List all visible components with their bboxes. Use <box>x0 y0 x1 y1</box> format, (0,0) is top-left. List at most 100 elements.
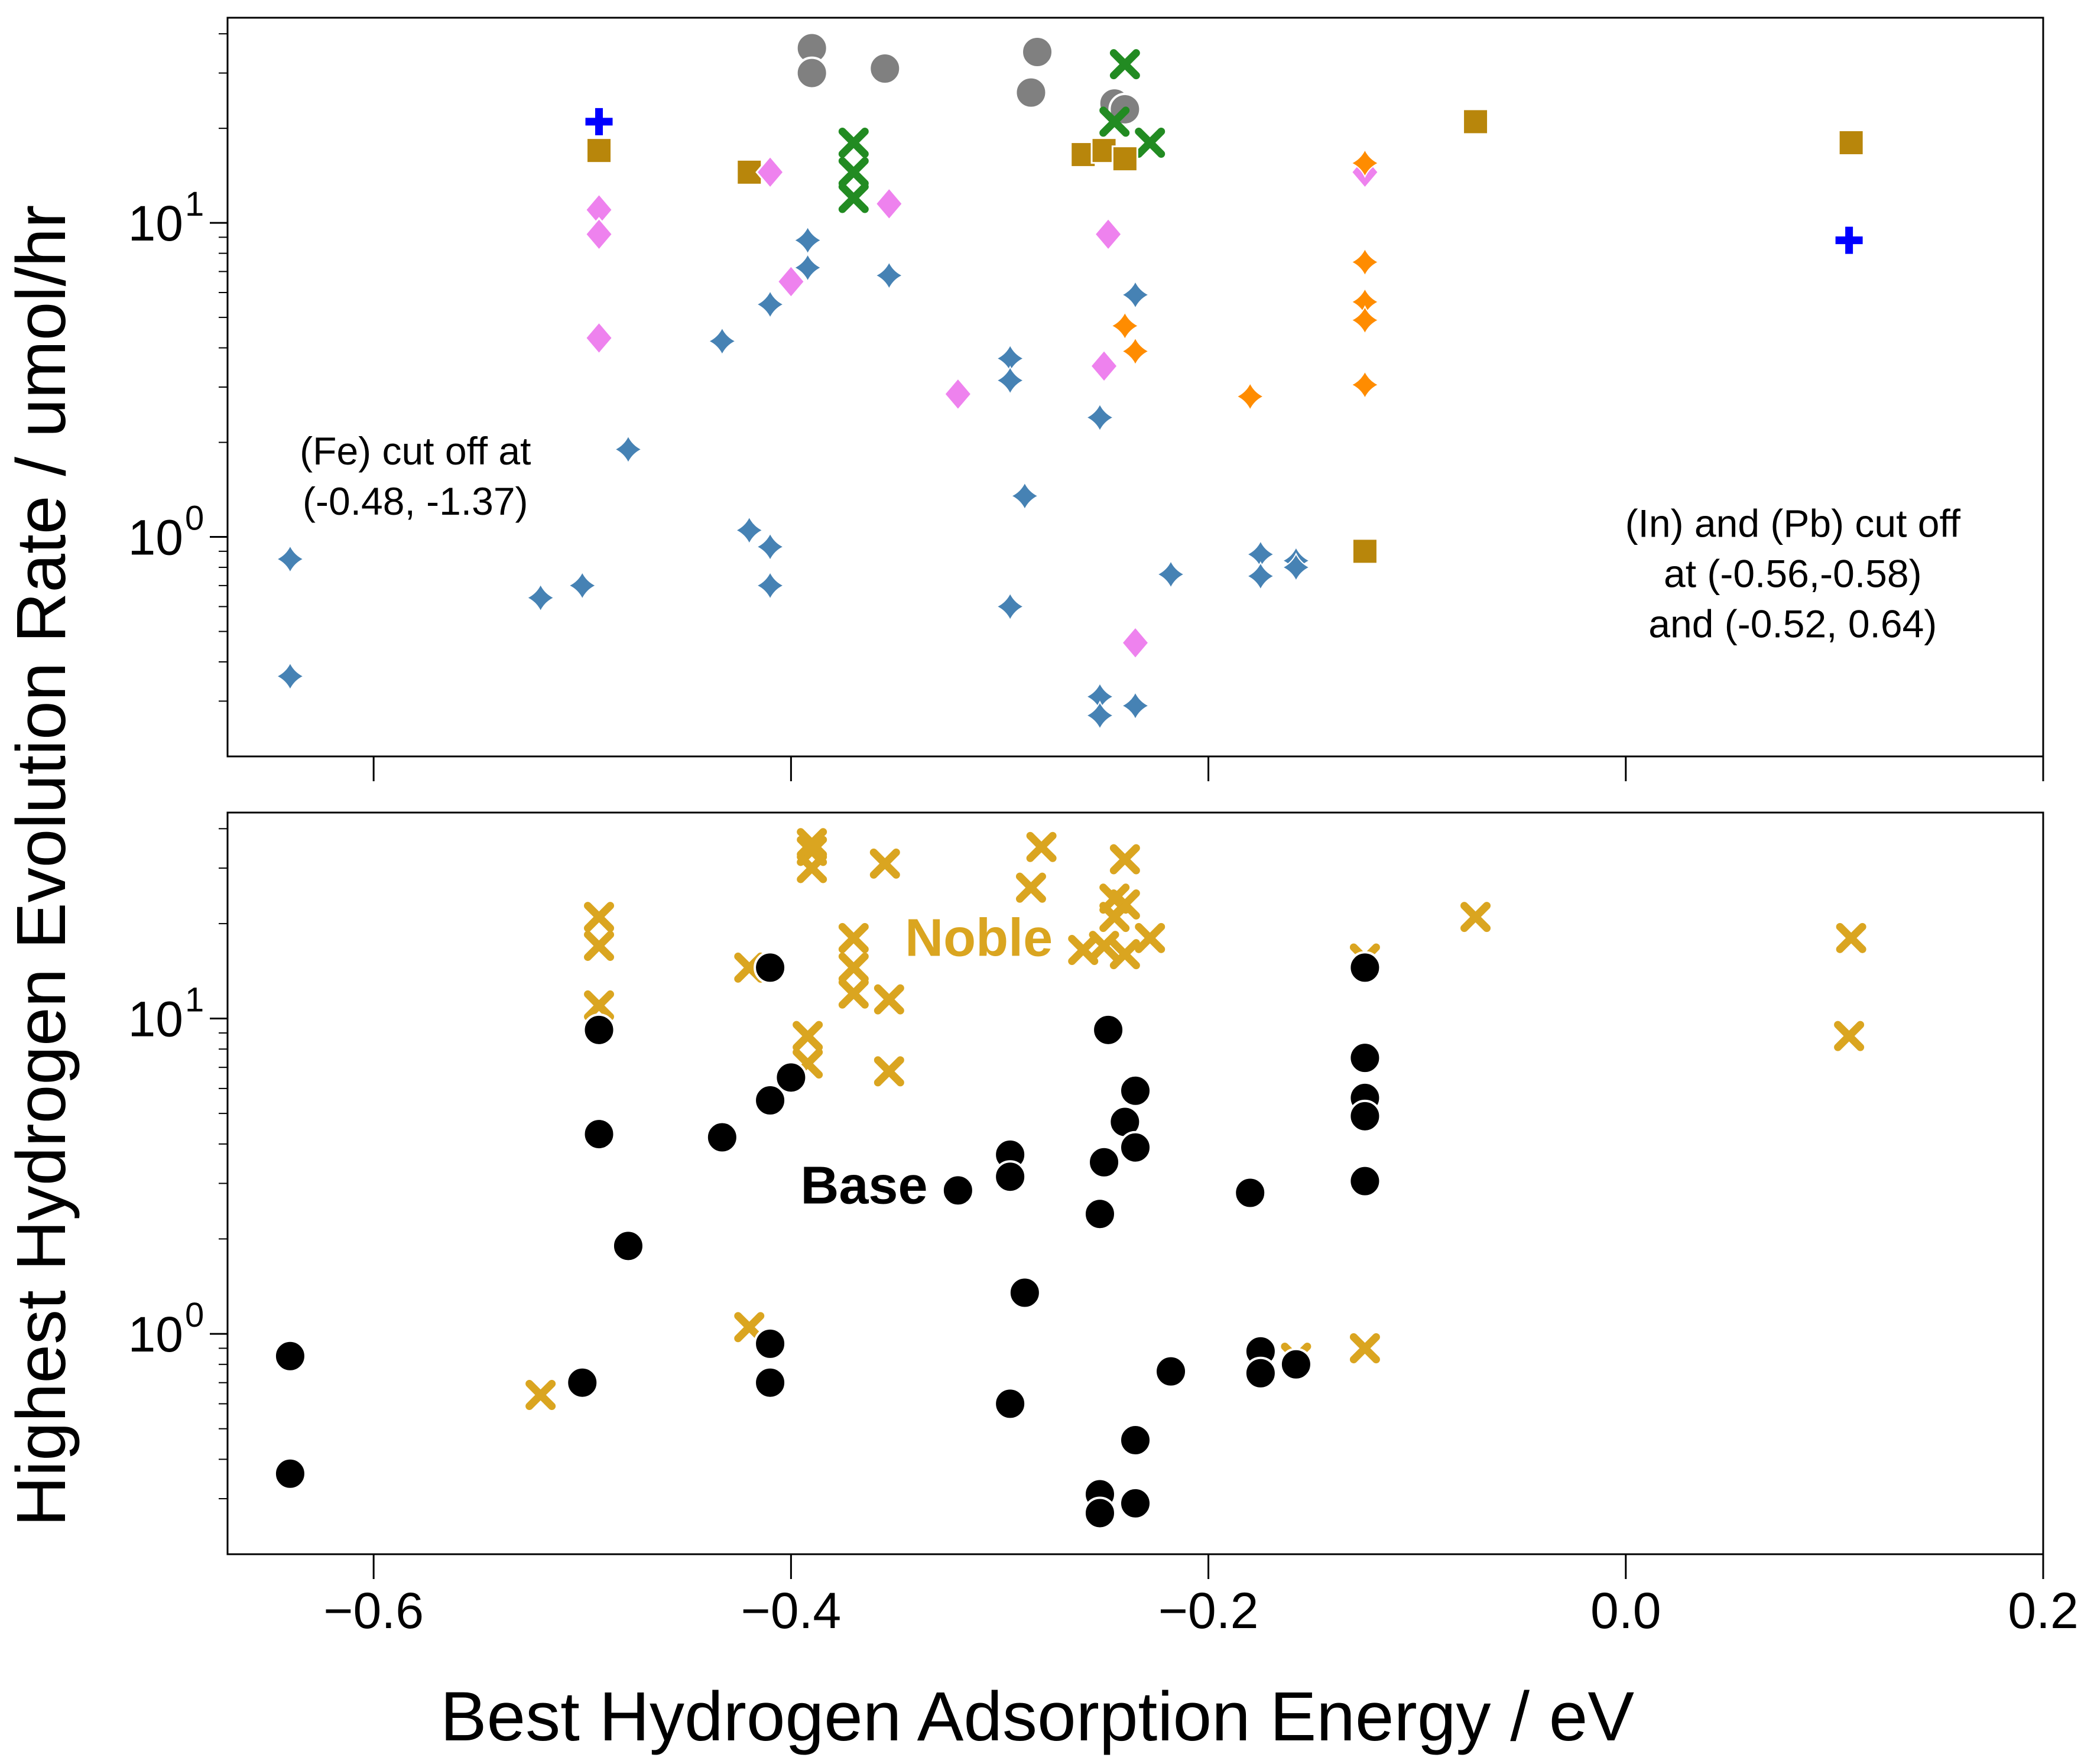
data-point <box>1460 902 1491 933</box>
y-tick-label: 10 <box>128 510 183 566</box>
data-point <box>275 544 306 574</box>
data-point <box>705 1120 739 1154</box>
data-point <box>582 1013 616 1047</box>
data-point <box>797 853 827 883</box>
data-point <box>838 952 869 983</box>
x-tick-label: −0.4 <box>741 1583 841 1639</box>
data-point <box>994 1387 1027 1421</box>
data-point <box>584 990 615 1021</box>
data-point <box>755 531 785 562</box>
data-point <box>1099 106 1130 137</box>
x-tick-label: −0.6 <box>323 1583 424 1639</box>
data-point <box>1836 922 1866 953</box>
data-point <box>874 984 904 1015</box>
data-point <box>995 592 1025 622</box>
data-point <box>582 1117 616 1151</box>
data-point <box>585 108 613 135</box>
series-square-2 <box>586 108 1865 565</box>
data-point <box>1233 1176 1267 1210</box>
data-point <box>774 1061 808 1094</box>
data-point <box>1135 127 1166 158</box>
x-tick-label: 0.0 <box>1590 1583 1661 1639</box>
data-point <box>1083 1496 1116 1530</box>
data-point <box>793 252 823 283</box>
data-point <box>1350 148 1380 178</box>
data-point <box>1351 538 1378 565</box>
data-point <box>797 828 827 859</box>
y-tick-label: 10 <box>128 196 183 251</box>
data-point <box>1026 831 1057 862</box>
annotation-text: and (-0.52, 0.64) <box>1648 602 1937 646</box>
series-star4-5 <box>1109 148 1380 412</box>
data-point <box>838 183 869 213</box>
series-plus-3 <box>585 108 1863 254</box>
data-point <box>1085 402 1115 433</box>
data-point <box>755 155 785 190</box>
data-point <box>1462 108 1489 135</box>
data-point <box>1120 336 1151 366</box>
series-x-1 <box>838 49 1166 213</box>
data-point <box>613 434 644 464</box>
data-point <box>525 583 556 613</box>
x-axis-label: Best Hydrogen Adsorption Energy / eV <box>440 1678 1635 1756</box>
data-point <box>1244 1356 1277 1390</box>
data-point <box>584 931 615 961</box>
data-point <box>1109 939 1140 970</box>
data-point <box>1119 1130 1152 1164</box>
data-point <box>567 570 598 601</box>
data-point <box>1350 305 1380 336</box>
data-point <box>755 289 785 320</box>
data-point <box>1083 1197 1116 1231</box>
data-point <box>273 1457 307 1490</box>
data-point <box>1834 1021 1865 1051</box>
data-point <box>795 56 829 90</box>
y-tick-exponent: 0 <box>185 499 204 538</box>
annotation-text: at (-0.56,-0.58) <box>1664 552 1922 596</box>
data-point <box>1092 1013 1125 1047</box>
series-diamond-4 <box>584 155 1380 661</box>
data-point <box>734 515 765 545</box>
data-point <box>869 848 900 879</box>
data-point <box>995 365 1025 396</box>
annotation-text: (-0.48, -1.37) <box>303 479 528 523</box>
data-point <box>754 1084 787 1117</box>
data-point <box>838 922 869 953</box>
data-point <box>584 217 614 252</box>
data-point <box>611 1229 645 1263</box>
data-point <box>1008 1276 1041 1310</box>
data-point <box>584 320 614 356</box>
series-label-noble: Noble <box>905 908 1053 967</box>
data-point <box>1009 480 1040 511</box>
data-point <box>1348 1164 1382 1198</box>
data-point <box>1089 931 1119 961</box>
data-point <box>1109 49 1140 80</box>
data-point <box>1119 1486 1152 1520</box>
y-axis-label: Highest Hydrogen Evolution Rate / umol/h… <box>2 205 80 1527</box>
data-point <box>1121 625 1150 661</box>
y-tick-exponent: 1 <box>185 185 204 223</box>
data-point <box>1155 559 1186 590</box>
data-point <box>1350 247 1380 277</box>
y-tick-exponent: 1 <box>185 981 204 1019</box>
data-point <box>838 127 869 158</box>
x-tick-label: −0.2 <box>1158 1583 1259 1639</box>
data-point <box>754 1327 787 1360</box>
data-point <box>273 1339 307 1373</box>
data-point <box>707 326 738 356</box>
series-star4-6 <box>275 225 1311 731</box>
data-point <box>275 661 306 691</box>
data-point <box>525 1379 556 1410</box>
data-point <box>1099 902 1130 933</box>
data-point <box>1109 844 1140 875</box>
data-point <box>1014 76 1048 109</box>
data-point <box>941 1174 975 1207</box>
data-point <box>1120 690 1151 721</box>
data-point <box>874 260 904 291</box>
data-point <box>754 1366 787 1399</box>
series-label-base: Base <box>800 1156 927 1215</box>
data-point <box>838 978 869 1009</box>
data-point <box>1350 369 1380 400</box>
